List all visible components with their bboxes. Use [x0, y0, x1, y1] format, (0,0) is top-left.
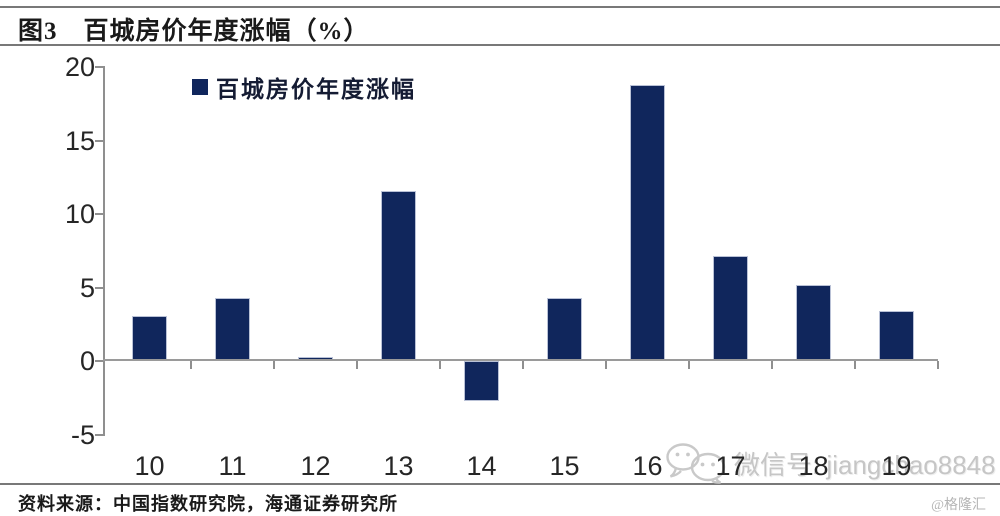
source-note: 资料来源：中国指数研究院，海通证券研究所 [18, 494, 398, 514]
bar [796, 285, 831, 360]
figure-title: 图3 百城房价年度涨幅（%） [18, 18, 370, 45]
y-tick [95, 66, 104, 68]
bar [630, 85, 665, 360]
x-tick-label: 14 [466, 451, 497, 481]
x-tick [439, 361, 441, 369]
top-divider [0, 6, 1000, 8]
chart-legend: 百城房价年度涨幅 [192, 70, 416, 104]
x-tick-label: 11 [218, 451, 247, 481]
x-tick-label: 10 [134, 451, 165, 481]
x-tick [273, 361, 275, 369]
x-tick-label: 18 [798, 451, 829, 481]
bar-chart: 百城房价年度涨幅 微信号: jiangchao8848 -5 0 5 10 15 20 10… [0, 46, 1000, 484]
bar [381, 191, 416, 360]
x-tick [356, 361, 358, 369]
bar [464, 361, 499, 401]
y-tick [95, 287, 104, 289]
x-tick [190, 361, 192, 369]
wechat-icon [666, 443, 726, 484]
x-tick [937, 361, 939, 369]
x-tick [522, 361, 524, 369]
y-tick-label: 0 [79, 346, 95, 376]
bar [879, 311, 914, 360]
y-axis-line [103, 66, 105, 436]
bar [132, 316, 167, 360]
x-tick-label: 13 [383, 451, 414, 481]
bar [215, 298, 250, 360]
bar [547, 298, 582, 360]
y-tick [95, 434, 104, 436]
watermark-text: 微信号: jiangchao8848 [734, 449, 996, 480]
bottom-divider [0, 483, 1000, 485]
bar [713, 256, 748, 360]
y-tick [95, 213, 104, 215]
x-tick [771, 361, 773, 369]
y-tick-label: -5 [70, 420, 95, 450]
watermark: 微信号: jiangchao8848 [664, 442, 996, 484]
x-axis-line [103, 359, 938, 361]
brand-tag: @格隆汇 [931, 498, 986, 513]
x-tick-label: 12 [300, 451, 331, 481]
y-tick-label: 10 [64, 199, 95, 229]
x-tick-label: 15 [549, 451, 580, 481]
x-tick-label: 17 [715, 451, 746, 481]
legend-swatch [192, 79, 208, 95]
y-tick [95, 140, 104, 142]
x-tick [605, 361, 607, 369]
y-tick-label: 15 [64, 126, 95, 156]
legend-label: 百城房价年度涨幅 [216, 77, 416, 102]
y-tick-label: 5 [79, 273, 95, 303]
y-tick-label: 20 [64, 52, 95, 82]
title-divider [0, 44, 1000, 46]
y-tick [95, 360, 104, 362]
x-tick-label: 19 [881, 451, 912, 481]
x-tick-label: 16 [632, 451, 663, 481]
x-tick [688, 361, 690, 369]
x-tick [854, 361, 856, 369]
